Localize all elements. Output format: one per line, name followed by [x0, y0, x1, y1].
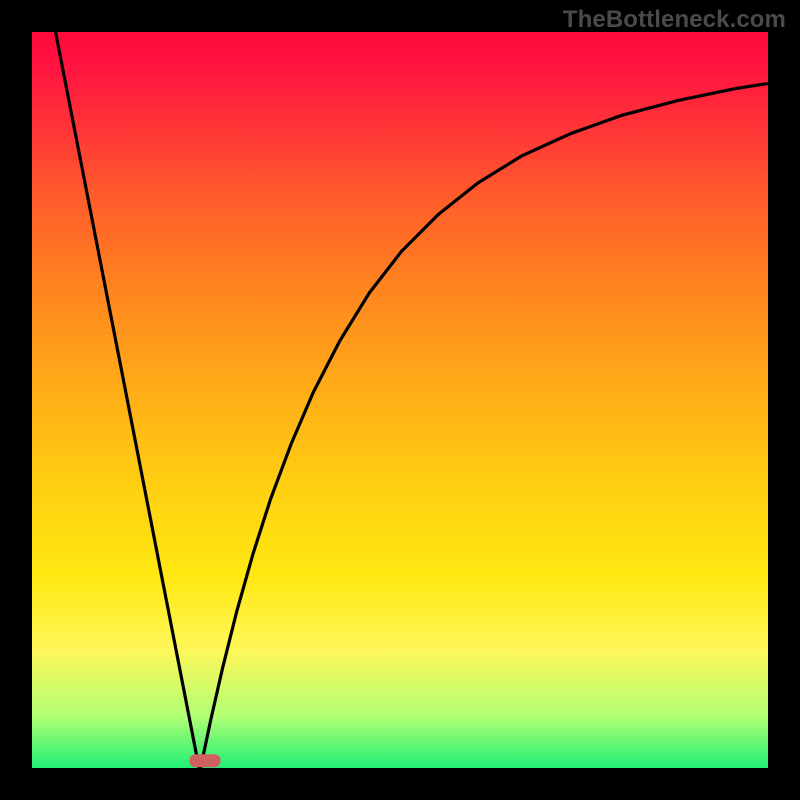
vertex-marker: [190, 754, 221, 767]
gradient-background: [32, 32, 768, 768]
canvas: TheBottleneck.com: [0, 0, 800, 800]
plot-svg: [32, 32, 768, 768]
plot-area: [32, 32, 768, 768]
watermark-text: TheBottleneck.com: [563, 6, 786, 34]
